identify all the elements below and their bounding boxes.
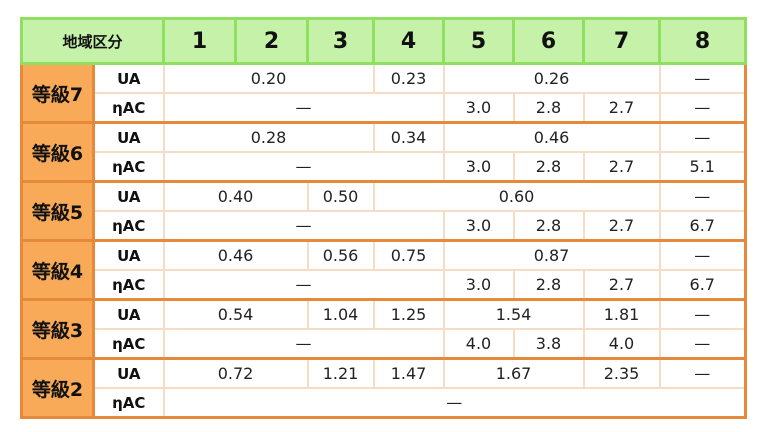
ua-value-cell: 0.56 <box>306 239 375 271</box>
eta-value-cell: 2.8 <box>512 151 585 183</box>
grade-ua-row: 等級2 UA 0.72 1.21 1.47 1.67 2.35— <box>20 357 748 419</box>
eta-metric-label: ηAC <box>91 210 165 242</box>
ua-value-cell: 0.72 <box>162 357 309 389</box>
area-label-header: 地域区分 <box>19 17 166 65</box>
eta-value-cell: 2.8 <box>512 210 585 242</box>
ua-value-cell: — <box>658 121 748 153</box>
ua-value-cell: 0.46 <box>442 121 661 153</box>
region-header: 3 <box>306 17 376 65</box>
eta-value-cell: 3.0 <box>442 269 515 301</box>
eta-value-cell: — <box>658 92 748 124</box>
grade-eta-row: ηAC —3.0 2.8 2.7 6.7 <box>22 210 748 242</box>
ua-value-cell: — <box>658 357 748 389</box>
eta-metric-label: ηAC <box>91 328 165 360</box>
eta-value-cell: 2.7 <box>582 151 661 183</box>
eta-value-cell: 6.7 <box>658 210 748 242</box>
eta-value-cell: 3.0 <box>442 210 515 242</box>
ua-value-cell: 0.28 <box>162 121 375 153</box>
ua-value-cell: 1.54 <box>442 298 585 330</box>
ua-metric-label: UA <box>92 62 165 94</box>
grade-label: 等級6 <box>20 121 95 183</box>
eta-value-cell: — <box>162 328 445 360</box>
grade-label: 等級7 <box>20 62 95 124</box>
grade-eta-row: ηAC —3.0 2.8 2.7 6.7 <box>22 269 748 301</box>
grade-eta-row: ηAC —3.0 2.8 2.7 5.1 <box>22 151 748 183</box>
grade-eta-row: ηAC —3.0 2.8 2.7— <box>22 92 748 124</box>
grade-label: 等級2 <box>20 357 95 419</box>
ua-value-cell: 2.35 <box>582 357 661 389</box>
eta-value-cell: — <box>162 92 445 124</box>
eta-metric-label: ηAC <box>91 387 165 419</box>
grade-ua-row: 等級5 UA 0.40 0.50 0.60— <box>20 180 748 242</box>
eta-value-cell: 3.0 <box>442 92 515 124</box>
region-header: 4 <box>372 17 446 65</box>
ua-metric-label: UA <box>92 239 165 271</box>
eta-value-cell: — <box>162 210 445 242</box>
ua-value-cell: 1.25 <box>372 298 445 330</box>
region-header: 5 <box>442 17 516 65</box>
ua-value-cell: 0.23 <box>372 62 445 94</box>
eta-value-cell: 2.8 <box>512 92 585 124</box>
grade-ua-row: 等級4 UA 0.46 0.56 0.75 0.87— <box>20 239 748 301</box>
grade-table-body: 等級7 UA 0.20 0.23 0.26— ηAC —3.0 2.8 2.7— 等級6 UA 0.2… <box>20 62 748 419</box>
eta-value-cell: 3.0 <box>442 151 515 183</box>
eta-metric-label: ηAC <box>91 269 165 301</box>
ua-value-cell: — <box>658 62 748 94</box>
grade-label: 等級4 <box>20 239 95 301</box>
eta-value-cell: — <box>162 151 445 183</box>
grade-ua-row: 等級7 UA 0.20 0.23 0.26— <box>20 62 748 124</box>
ua-value-cell: 0.26 <box>442 62 661 94</box>
ua-value-cell: 0.54 <box>162 298 309 330</box>
ua-value-cell: — <box>658 239 748 271</box>
ua-metric-label: UA <box>92 180 165 212</box>
eta-value-cell: 5.1 <box>658 151 748 183</box>
eta-value-cell: 2.7 <box>582 210 661 242</box>
ua-value-cell: 0.60 <box>372 180 661 212</box>
grade-eta-row: ηAC —4.0 3.8 4.0— <box>22 328 748 360</box>
eta-value-cell: 3.8 <box>512 328 585 360</box>
ua-value-cell: 0.87 <box>442 239 661 271</box>
region-header: 2 <box>234 17 310 65</box>
grade-ua-row: 等級6 UA 0.28 0.34 0.46— <box>20 121 748 183</box>
eta-value-cell: 2.8 <box>512 269 585 301</box>
ua-metric-label: UA <box>92 357 165 389</box>
ua-value-cell: 0.50 <box>306 180 375 212</box>
ua-value-cell: 1.04 <box>306 298 375 330</box>
ua-value-cell: 1.67 <box>442 357 585 389</box>
grade-eta-row: ηAC — <box>22 387 748 419</box>
grade-label: 等級5 <box>20 180 95 242</box>
ua-metric-label: UA <box>92 121 165 153</box>
region-header: 6 <box>512 17 586 65</box>
ua-value-cell: 0.75 <box>372 239 445 271</box>
insulation-grade-table: 地域区分 1 2 3 4 5 6 7 8 等級7 UA 0.20 0.23 0.26— η… <box>19 17 748 419</box>
ua-value-cell: — <box>658 298 748 330</box>
grade-label: 等級3 <box>20 298 95 360</box>
ua-value-cell: 0.40 <box>162 180 309 212</box>
eta-value-cell: 4.0 <box>442 328 515 360</box>
header-row: 地域区分 1 2 3 4 5 6 7 8 <box>19 17 748 65</box>
ua-value-cell: — <box>658 180 748 212</box>
region-header: 7 <box>582 17 662 65</box>
ua-value-cell: 0.34 <box>372 121 445 153</box>
region-header: 1 <box>162 17 238 65</box>
ua-value-cell: 0.46 <box>162 239 309 271</box>
eta-metric-label: ηAC <box>91 151 165 183</box>
region-header: 8 <box>658 17 748 65</box>
eta-value-cell: — <box>162 387 748 419</box>
eta-value-cell: 4.0 <box>582 328 661 360</box>
ua-value-cell: 1.81 <box>582 298 661 330</box>
ua-value-cell: 1.47 <box>372 357 445 389</box>
eta-value-cell: 2.7 <box>582 269 661 301</box>
eta-metric-label: ηAC <box>91 92 165 124</box>
ua-value-cell: 0.20 <box>162 62 375 94</box>
grade-ua-row: 等級3 UA 0.54 1.04 1.25 1.54 1.81— <box>20 298 748 360</box>
ua-metric-label: UA <box>92 298 165 330</box>
eta-value-cell: 6.7 <box>658 269 748 301</box>
eta-value-cell: — <box>162 269 445 301</box>
eta-value-cell: 2.7 <box>582 92 661 124</box>
ua-value-cell: 1.21 <box>306 357 375 389</box>
eta-value-cell: — <box>658 328 748 360</box>
